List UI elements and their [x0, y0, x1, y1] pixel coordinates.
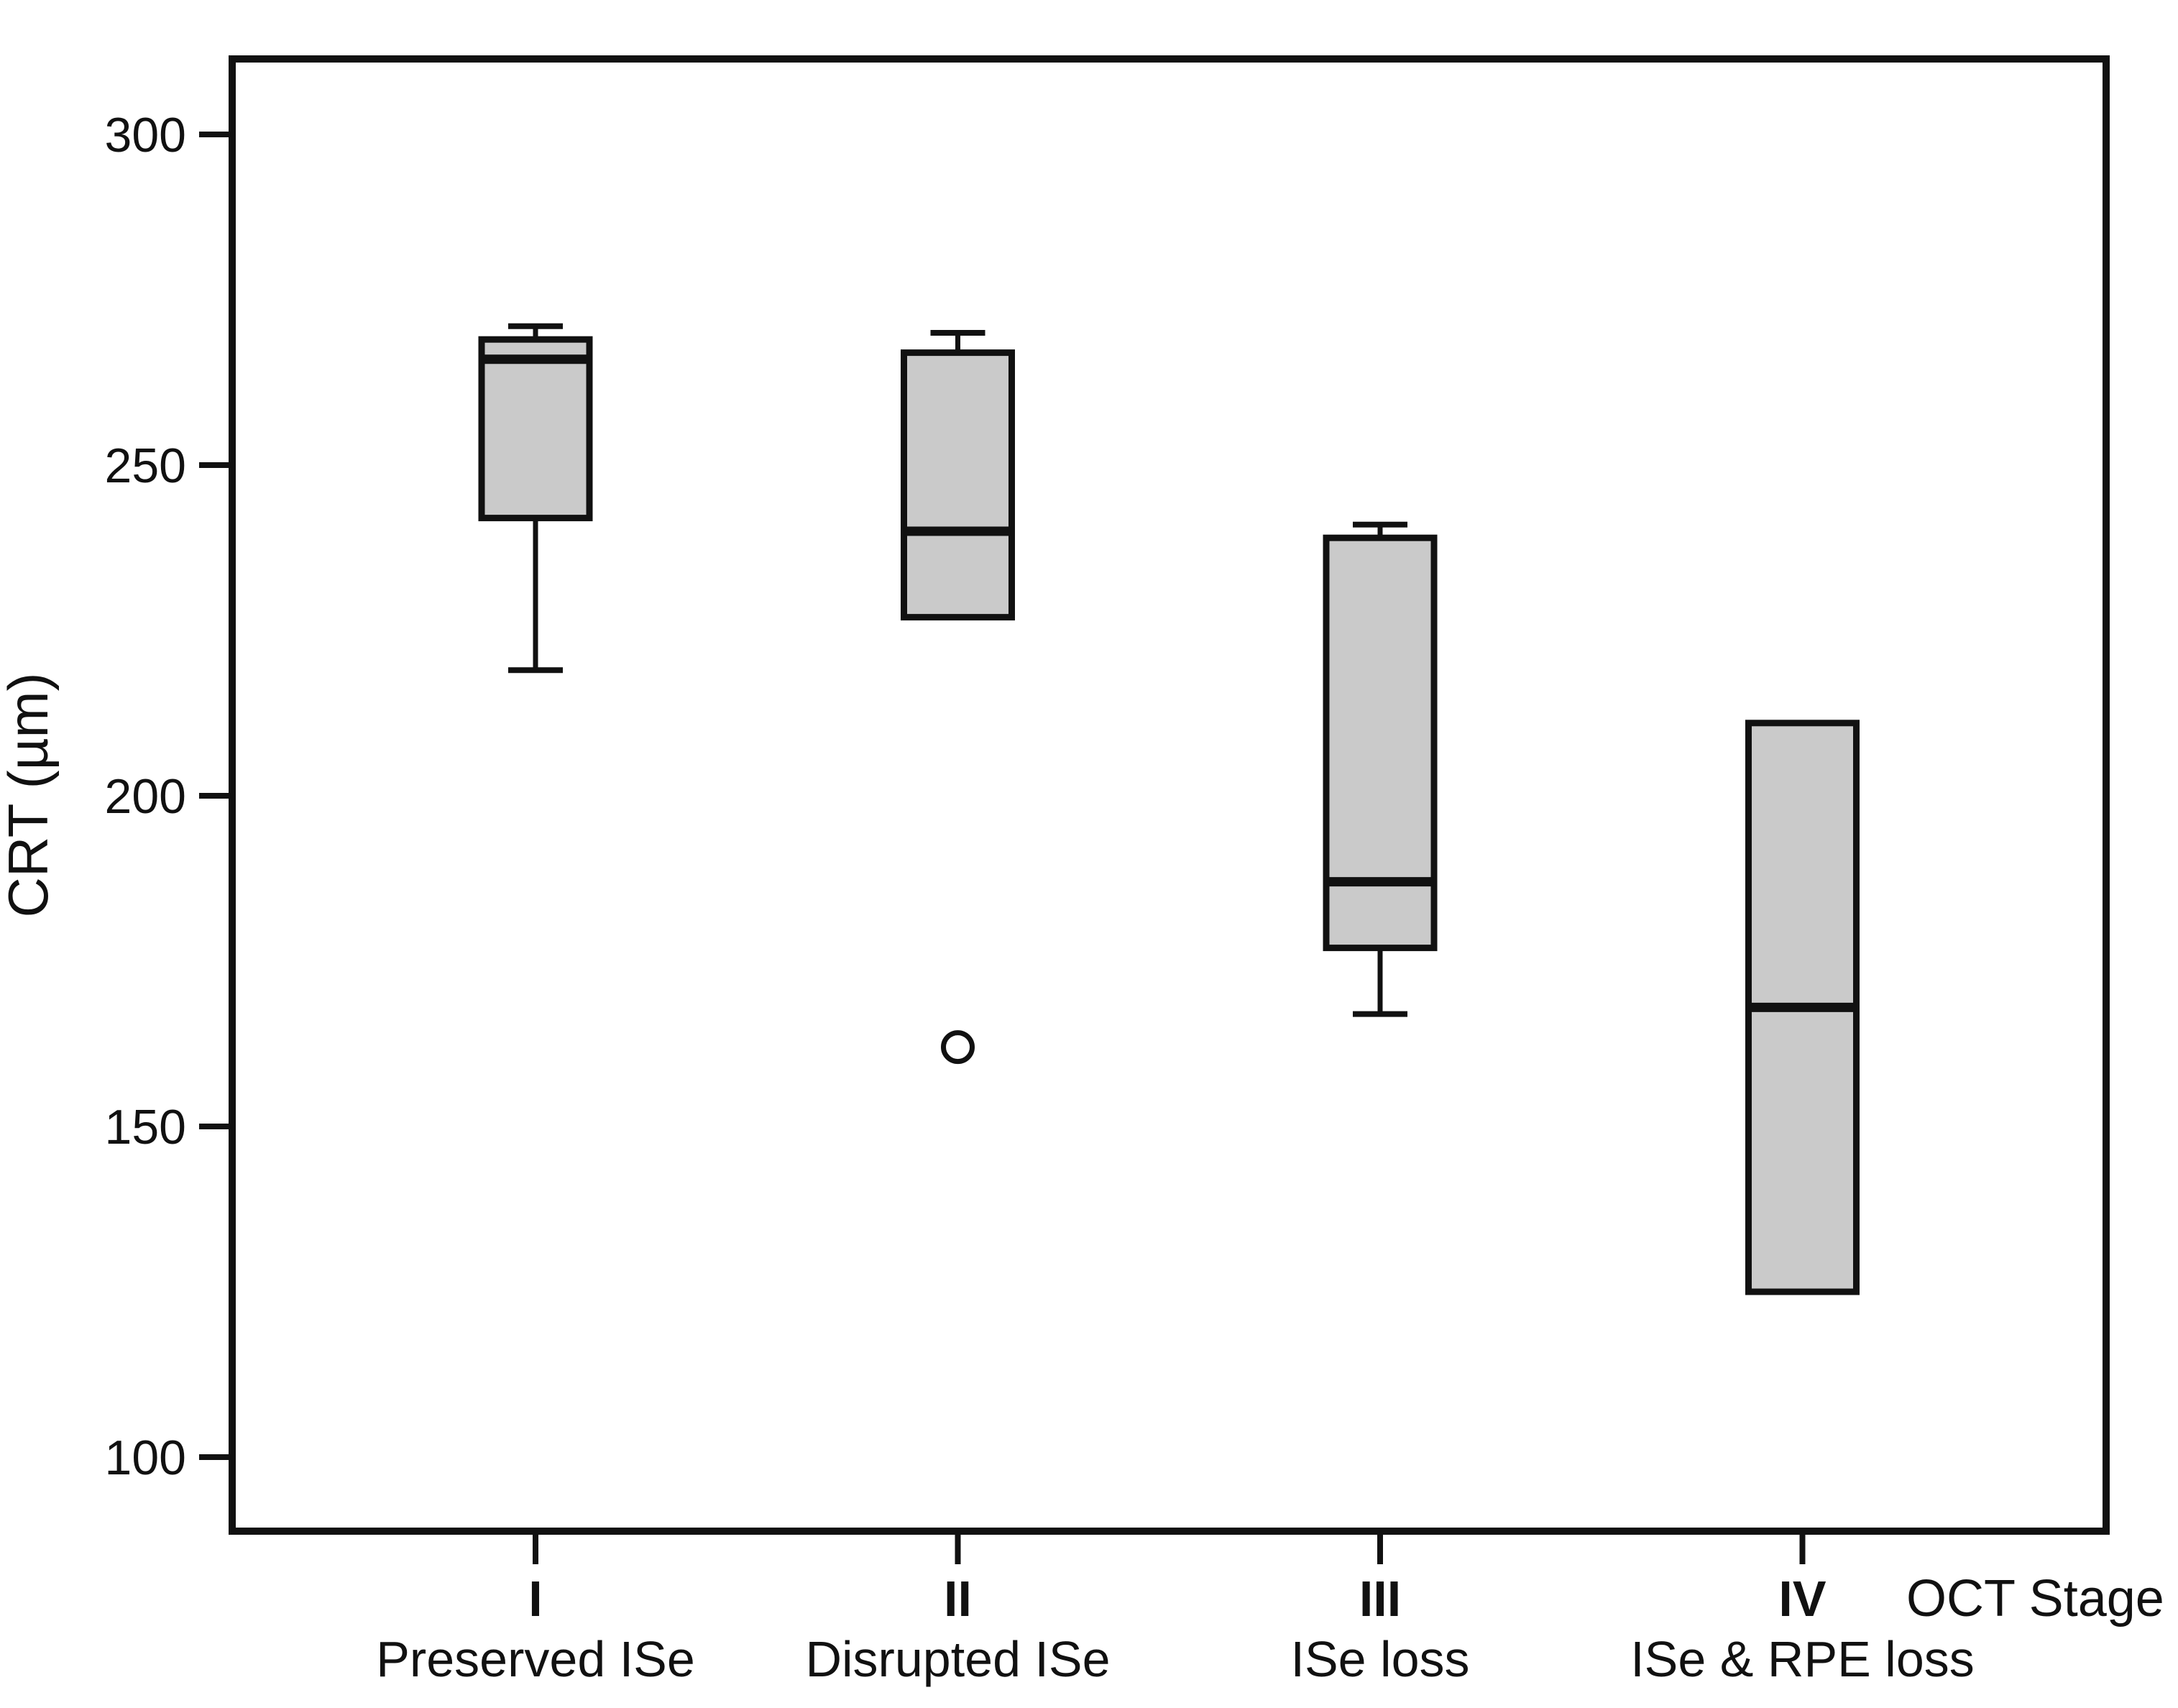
- y-tick-label: 150: [105, 1100, 186, 1154]
- category-name-label: Preserved ISe: [376, 1631, 695, 1687]
- box-stage-II: [901, 349, 1015, 621]
- box-stage-I: [478, 336, 593, 522]
- y-axis-title: CRT (µm): [0, 672, 60, 917]
- category-roman-label: II: [944, 1571, 972, 1627]
- y-tick-label: 100: [105, 1431, 186, 1485]
- y-tick-label: 250: [105, 439, 186, 493]
- category-name-label: Disrupted ISe: [805, 1631, 1110, 1687]
- category-name-label: ISe & RPE loss: [1630, 1631, 1975, 1687]
- outlier-point: [941, 1030, 975, 1065]
- category-name-label: ISe loss: [1291, 1631, 1470, 1687]
- category-roman-label: IV: [1778, 1571, 1826, 1627]
- x-axis-title: OCT Stage: [1906, 1570, 2164, 1627]
- category-roman-label: I: [528, 1571, 542, 1627]
- y-tick-label: 300: [105, 108, 186, 162]
- y-tick-label: 200: [105, 769, 186, 824]
- category-roman-label: III: [1359, 1571, 1401, 1627]
